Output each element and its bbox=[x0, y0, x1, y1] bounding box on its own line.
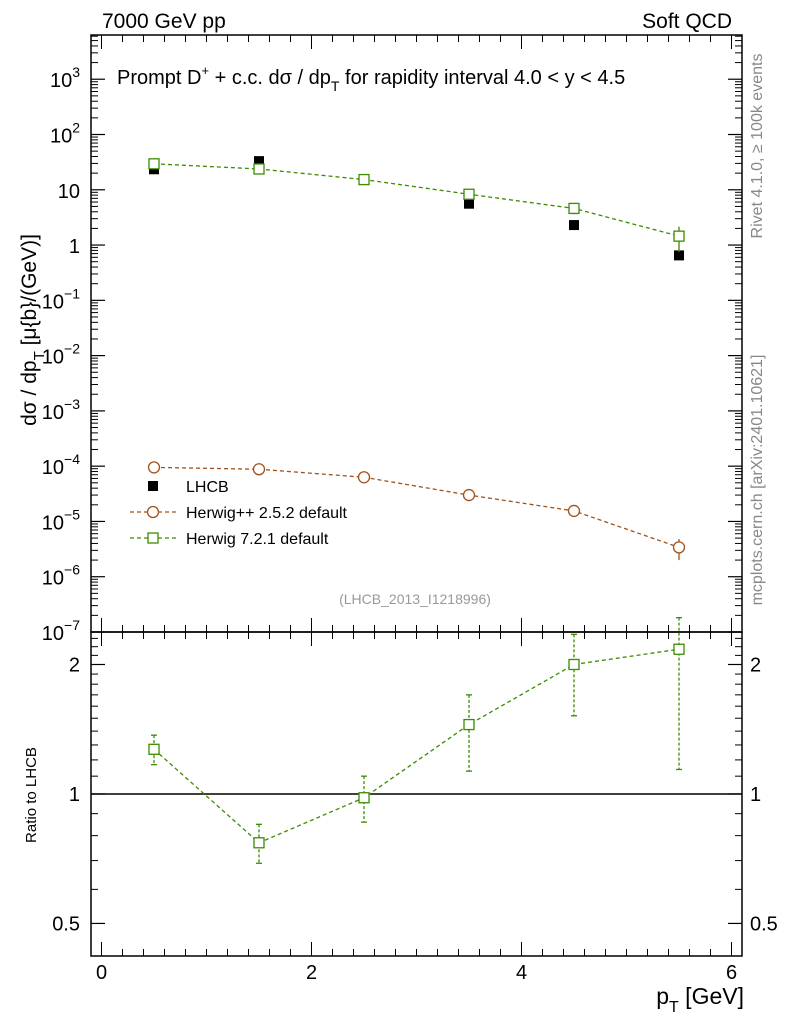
ratio-point-herwig7 bbox=[359, 793, 369, 803]
ratio-tick-label-right: 2 bbox=[750, 654, 761, 676]
header-left: 7000 GeV pp bbox=[102, 10, 226, 33]
ratio-point-herwig7 bbox=[149, 744, 159, 754]
chart-title: Prompt D+ + c.c. dσ / dpT for rapidity i… bbox=[117, 63, 625, 94]
y-tick-label: 10−7 bbox=[42, 617, 80, 645]
data-point-lhcb bbox=[464, 199, 474, 209]
x-axis-label: pT [GeV] bbox=[656, 983, 744, 1016]
y-tick-label: 10−6 bbox=[42, 562, 80, 590]
legend-marker-herwig7 bbox=[148, 533, 158, 543]
x-tick-labels: 0 2 4 6 bbox=[96, 962, 737, 984]
series-layer bbox=[149, 156, 685, 560]
x-tick-label: 2 bbox=[306, 962, 317, 984]
legend-entry-lhcb: LHCB bbox=[148, 479, 229, 496]
data-point-herwig7 bbox=[359, 175, 369, 185]
legend-entry-herwig7: Herwig 7.2.1 default bbox=[130, 531, 329, 548]
ratio-point-herwig7 bbox=[674, 644, 684, 654]
data-point-herwigpp bbox=[569, 505, 580, 516]
series-line bbox=[154, 164, 679, 236]
header-right: Soft QCD bbox=[642, 10, 732, 33]
ratio-series-line bbox=[154, 649, 679, 843]
data-point-herwig7 bbox=[254, 164, 264, 174]
ratio-tick-label-left: 2 bbox=[69, 654, 80, 676]
y-tick-label: 10−5 bbox=[42, 506, 80, 534]
legend-entry-herwigpp: Herwig++ 2.5.2 default bbox=[130, 505, 348, 522]
data-point-herwigpp bbox=[674, 542, 685, 553]
legend-marker-herwigpp bbox=[148, 507, 159, 518]
ratio-point-herwig7 bbox=[254, 838, 264, 848]
x-tick-label: 6 bbox=[726, 962, 737, 984]
chart-canvas: 7000 GeV pp Soft QCD Rivet 4.1.0, ≥ 100k… bbox=[0, 0, 786, 1024]
ratio-tick-label-left: 0.5 bbox=[52, 913, 80, 935]
y-tick-label: 10−4 bbox=[42, 451, 80, 479]
data-point-herwig7 bbox=[674, 231, 684, 241]
y-tick-label: 10−1 bbox=[42, 285, 80, 313]
x-tick-label: 4 bbox=[516, 962, 527, 984]
data-point-herwig7 bbox=[149, 159, 159, 169]
rivet-label: Rivet 4.1.0, ≥ 100k events bbox=[749, 54, 766, 239]
series-0 bbox=[149, 156, 684, 260]
y-tick-label: 102 bbox=[50, 120, 80, 148]
legend-label-lhcb: LHCB bbox=[186, 479, 229, 496]
y-tick-label: 10 bbox=[58, 181, 80, 203]
data-point-herwigpp bbox=[149, 462, 160, 473]
legend-label-herwig7: Herwig 7.2.1 default bbox=[186, 531, 329, 548]
ratio-point-herwig7 bbox=[464, 720, 474, 730]
y-axis-label: dσ / dpT [μ{b}/(GeV)] bbox=[18, 234, 48, 426]
ratio-y-tick-labels: 2 2 1 1 0.5 0.5 bbox=[52, 654, 778, 935]
ratio-tick-label-left: 1 bbox=[69, 784, 80, 806]
data-point-lhcb bbox=[569, 220, 579, 230]
ratio-series-layer bbox=[149, 618, 684, 864]
x-tick-label: 0 bbox=[96, 962, 107, 984]
mcplots-label: mcplots.cern.ch [arXiv:2401.10621] bbox=[749, 355, 766, 606]
ratio-axis-ticks bbox=[91, 638, 742, 923]
ratio-y-axis-label: Ratio to LHCB bbox=[23, 747, 40, 843]
analysis-watermark: (LHCB_2013_I1218996) bbox=[339, 591, 491, 607]
data-point-herwigpp bbox=[464, 490, 475, 501]
data-point-herwig7 bbox=[464, 189, 474, 199]
data-point-herwigpp bbox=[254, 464, 265, 475]
legend-marker-lhcb bbox=[148, 481, 158, 491]
series-2 bbox=[149, 159, 684, 252]
legend-label-herwigpp: Herwig++ 2.5.2 default bbox=[186, 505, 348, 522]
legend: LHCB Herwig++ 2.5.2 default Herwig 7.2.1… bbox=[130, 479, 348, 548]
data-point-herwig7 bbox=[569, 203, 579, 213]
y-tick-label: 1 bbox=[69, 236, 80, 258]
y-tick-label: 103 bbox=[50, 64, 80, 92]
ratio-point-herwig7 bbox=[569, 659, 579, 669]
data-point-herwigpp bbox=[359, 472, 370, 483]
y-tick-label: 10−3 bbox=[42, 396, 80, 424]
ratio-tick-label-right: 0.5 bbox=[750, 913, 778, 935]
ratio-tick-label-right: 1 bbox=[750, 784, 761, 806]
